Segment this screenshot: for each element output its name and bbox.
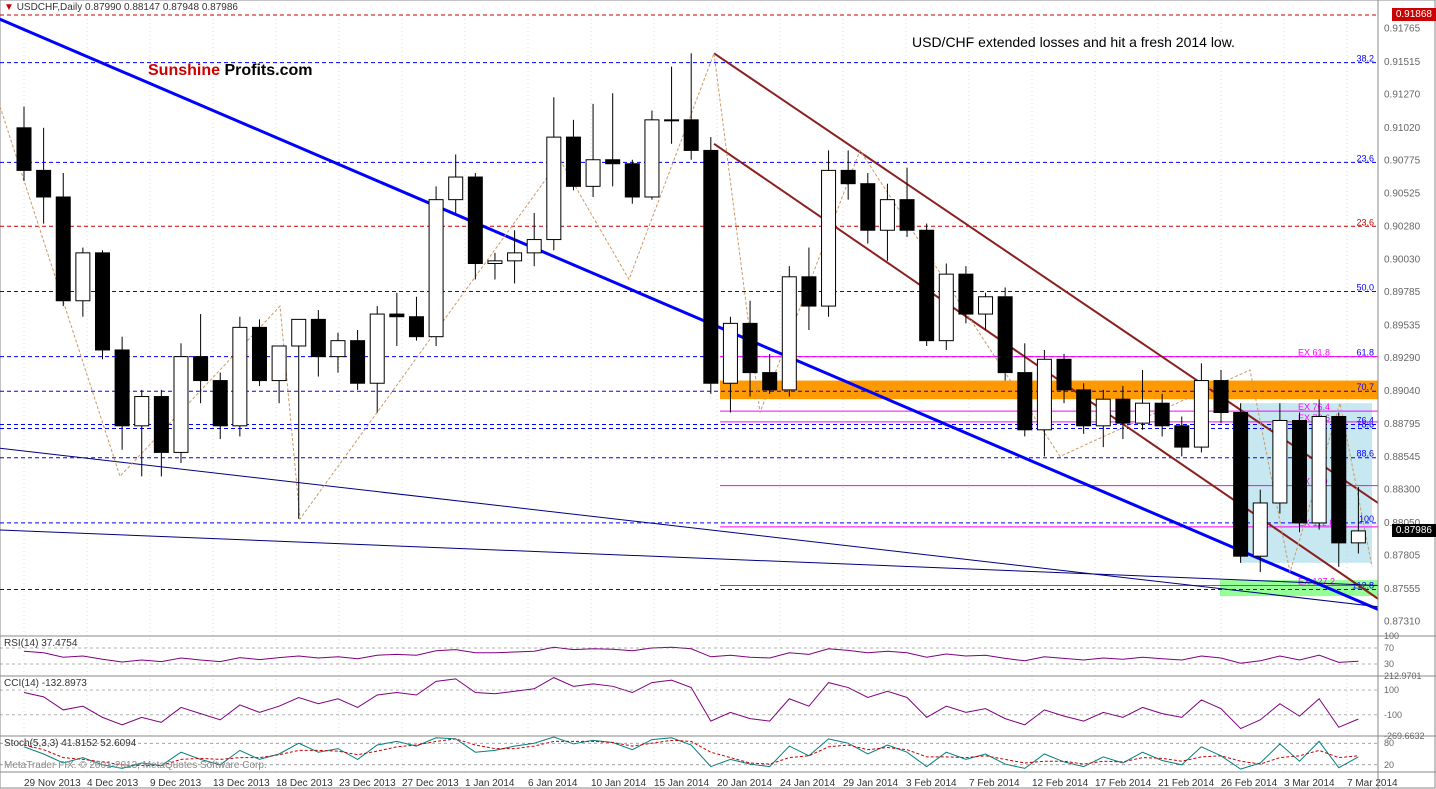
forex-candlestick-chart[interactable]: { "title": { "symbol": "USDCHF", "timefr… [0, 0, 1436, 789]
svg-text:78.6: 78.6 [1356, 419, 1374, 429]
svg-text:50.0: 50.0 [1356, 282, 1374, 292]
chart-annotation: USD/CHF extended losses and hit a fresh … [912, 34, 1235, 50]
svg-text:0.89535: 0.89535 [1384, 320, 1421, 331]
svg-text:20: 20 [1384, 760, 1394, 770]
current-price-box: 0.87986 [1392, 524, 1436, 537]
svg-text:0.89040: 0.89040 [1384, 386, 1421, 397]
symbol-label: USDCHF [17, 2, 58, 13]
svg-text:0.91765: 0.91765 [1384, 24, 1421, 35]
high-price-box: 0.91868 [1392, 8, 1436, 21]
watermark-profits: Profits.com [220, 62, 312, 79]
svg-text:0.88545: 0.88545 [1384, 452, 1421, 463]
svg-text:4 Dec 2013: 4 Dec 2013 [87, 778, 139, 789]
cci-label: CCI(14) -132.8973 [4, 678, 87, 689]
copyright-text: MetaTrader FIX. © 2001-2013, MetaQuotes … [4, 760, 267, 771]
svg-text:38.2: 38.2 [1356, 54, 1374, 64]
svg-text:27 Dec 2013: 27 Dec 2013 [402, 778, 459, 789]
svg-text:21 Feb 2014: 21 Feb 2014 [1158, 778, 1215, 789]
svg-text:20 Jan 2014: 20 Jan 2014 [717, 778, 772, 789]
svg-text:0.89290: 0.89290 [1384, 353, 1421, 364]
svg-text:0.90775: 0.90775 [1384, 155, 1421, 166]
svg-text:0.87555: 0.87555 [1384, 584, 1421, 595]
down-arrow-icon: ▼ [4, 2, 14, 13]
svg-text:70.7: 70.7 [1356, 382, 1374, 392]
svg-text:EX 76.4: EX 76.4 [1298, 402, 1330, 412]
svg-text:29 Nov 2013: 29 Nov 2013 [24, 778, 81, 789]
svg-text:0.90030: 0.90030 [1384, 255, 1421, 266]
svg-text:212.9701: 212.9701 [1384, 671, 1422, 681]
svg-text:0.87805: 0.87805 [1384, 551, 1421, 562]
svg-text:23.6: 23.6 [1356, 217, 1374, 227]
svg-text:100: 100 [1384, 631, 1399, 641]
svg-text:0.91020: 0.91020 [1384, 123, 1421, 134]
svg-text:3 Mar 2014: 3 Mar 2014 [1284, 778, 1335, 789]
svg-text:1 Jan 2014: 1 Jan 2014 [465, 778, 515, 789]
stoch-label: Stoch(5,3,3) 41.8152 52.6094 [4, 738, 136, 749]
svg-text:-100: -100 [1384, 710, 1402, 720]
chart-svg: 29 Nov 2013 4 Dec 2013 9 Dec 2013 13 Dec 20… [0, 0, 1436, 789]
timeframe-label: Daily [60, 2, 82, 13]
svg-text:0.90280: 0.90280 [1384, 221, 1421, 232]
svg-text:24 Jan 2014: 24 Jan 2014 [780, 778, 835, 789]
svg-text:100: 100 [1359, 514, 1374, 524]
svg-text:0.90525: 0.90525 [1384, 189, 1421, 200]
watermark-sunshine: Sunshine [148, 62, 220, 79]
rsi-label: RSI(14) 37.4754 [4, 638, 77, 649]
svg-text:9 Dec 2013: 9 Dec 2013 [150, 778, 202, 789]
svg-text:3 Feb 2014: 3 Feb 2014 [906, 778, 957, 789]
svg-text:0.88795: 0.88795 [1384, 419, 1421, 430]
svg-text:13 Dec 2013: 13 Dec 2013 [213, 778, 270, 789]
svg-text:17 Feb 2014: 17 Feb 2014 [1095, 778, 1152, 789]
svg-text:15 Jan 2014: 15 Jan 2014 [654, 778, 709, 789]
ohlc-label: 0.87990 0.88147 0.87948 0.87986 [85, 2, 238, 13]
svg-text:23 Dec 2013: 23 Dec 2013 [339, 778, 396, 789]
svg-text:6 Jan 2014: 6 Jan 2014 [528, 778, 578, 789]
svg-text:18 Dec 2013: 18 Dec 2013 [276, 778, 333, 789]
svg-text:29 Jan 2014: 29 Jan 2014 [843, 778, 898, 789]
svg-text:80: 80 [1384, 738, 1394, 748]
svg-text:30: 30 [1384, 659, 1394, 669]
svg-text:0.91270: 0.91270 [1384, 90, 1421, 101]
svg-text:10 Jan 2014: 10 Jan 2014 [591, 778, 646, 789]
svg-text:23.6: 23.6 [1356, 153, 1374, 163]
svg-text:0.89785: 0.89785 [1384, 287, 1421, 298]
svg-text:7 Mar 2014: 7 Mar 2014 [1347, 778, 1398, 789]
svg-text:EX 61.8: EX 61.8 [1298, 348, 1330, 358]
chart-title: ▼ USDCHF,Daily 0.87990 0.88147 0.87948 0… [4, 2, 238, 13]
svg-text:88.6: 88.6 [1356, 449, 1374, 459]
svg-text:12 Feb 2014: 12 Feb 2014 [1032, 778, 1089, 789]
watermark: Sunshine Profits.com [148, 62, 312, 80]
svg-text:0.91515: 0.91515 [1384, 57, 1421, 68]
svg-text:7 Feb 2014: 7 Feb 2014 [969, 778, 1020, 789]
svg-text:70: 70 [1384, 643, 1394, 653]
svg-text:0.88300: 0.88300 [1384, 485, 1421, 496]
svg-text:0.87310: 0.87310 [1384, 616, 1421, 627]
svg-text:26 Feb 2014: 26 Feb 2014 [1221, 778, 1278, 789]
svg-text:100: 100 [1384, 685, 1399, 695]
